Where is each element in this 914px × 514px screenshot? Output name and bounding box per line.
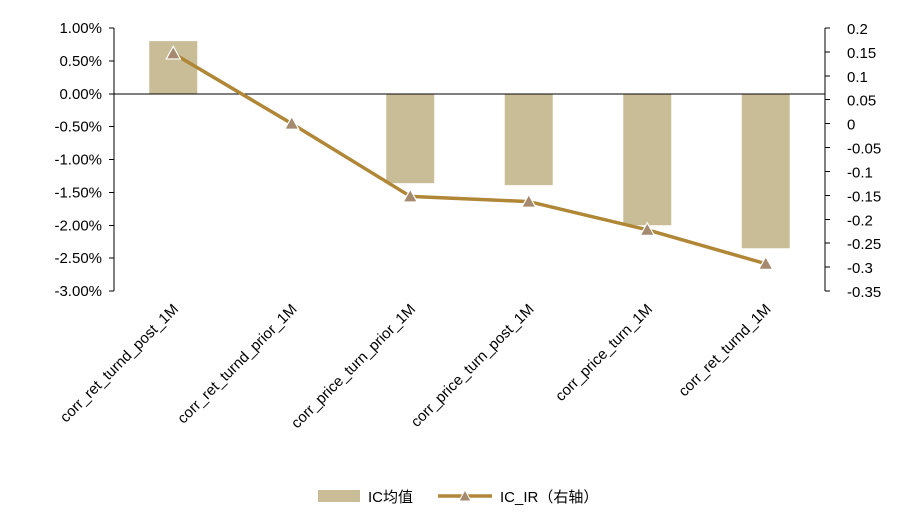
right-axis-tick-label: 0.1 bbox=[847, 69, 868, 86]
right-axis-tick-label: -0.2 bbox=[847, 212, 873, 229]
ic-ir-marker bbox=[283, 115, 300, 130]
left-y-axis: 1.00% 0.50% 0.00% -0.50% -1.00% -1.50% -2.00% -… bbox=[54, 20, 115, 300]
left-axis-tick-label: 0.00% bbox=[59, 86, 102, 103]
bar-series bbox=[149, 41, 790, 249]
line-series bbox=[165, 45, 774, 270]
left-axis-tick-label: -1.00% bbox=[54, 152, 102, 169]
ic-ir-marker bbox=[757, 255, 774, 270]
left-axis-tick-label: -3.00% bbox=[54, 283, 102, 300]
ic-ir-marker bbox=[639, 221, 656, 236]
bar-ic-mean bbox=[504, 93, 553, 186]
legend-bar-label: IC均值 bbox=[368, 489, 413, 506]
left-axis-tick-label: -2.00% bbox=[54, 217, 102, 234]
right-axis-tick-label: -0.1 bbox=[847, 164, 873, 181]
right-axis-tick-label: -0.05 bbox=[847, 141, 881, 158]
category-label: corr_ret_turnd_prior_1M bbox=[174, 301, 300, 427]
legend: IC均值 IC_IR（右轴） bbox=[318, 488, 598, 506]
left-axis-tick-label: -1.50% bbox=[54, 184, 102, 201]
category-label: corr_price_turn_post_1M bbox=[408, 301, 538, 431]
category-label: corr_price_turn_1M bbox=[552, 301, 656, 405]
legend-line-label: IC_IR（右轴） bbox=[500, 489, 598, 506]
ic-ir-marker bbox=[520, 193, 537, 208]
category-label: corr_ret_turnd_1M bbox=[675, 301, 774, 400]
ic-ir-marker bbox=[165, 45, 182, 60]
right-axis-tick-label: -0.15 bbox=[847, 188, 881, 205]
category-label: corr_price_turn_prior_1M bbox=[288, 301, 419, 432]
right-axis-tick-label: 0.15 bbox=[847, 45, 876, 62]
right-axis-tick-label: -0.35 bbox=[847, 284, 881, 301]
bar-ic-mean bbox=[623, 93, 672, 226]
right-axis-tick-label: -0.3 bbox=[847, 260, 873, 277]
right-axis-tick-label: -0.25 bbox=[847, 236, 881, 253]
left-axis-tick-label: 1.00% bbox=[59, 20, 102, 37]
left-axis-tick-label: -2.50% bbox=[54, 250, 102, 267]
right-axis-tick-label: 0.05 bbox=[847, 93, 876, 110]
ic-ir-marker bbox=[402, 188, 419, 203]
legend-bar-swatch bbox=[318, 490, 360, 502]
left-axis-tick-label: -0.50% bbox=[54, 119, 102, 136]
right-axis-tick-label: 0.2 bbox=[847, 21, 868, 38]
right-axis-tick-label: 0 bbox=[847, 117, 855, 134]
legend-line-marker bbox=[458, 488, 472, 502]
bar-ic-mean bbox=[741, 93, 790, 249]
category-label: corr_ret_turnd_post_1M bbox=[57, 301, 182, 426]
x-axis-labels: corr_ret_turnd_post_1Mcorr_ret_turnd_pri… bbox=[57, 301, 775, 432]
left-axis-tick-label: 0.50% bbox=[59, 53, 102, 70]
ic-ir-line bbox=[172, 51, 767, 266]
bar-ic-mean bbox=[386, 93, 435, 184]
right-y-axis: 0.2 0.15 0.1 0.05 0 -0.05 -0.1 -0.15 -0.2 -0.25 -0… bbox=[824, 21, 881, 301]
